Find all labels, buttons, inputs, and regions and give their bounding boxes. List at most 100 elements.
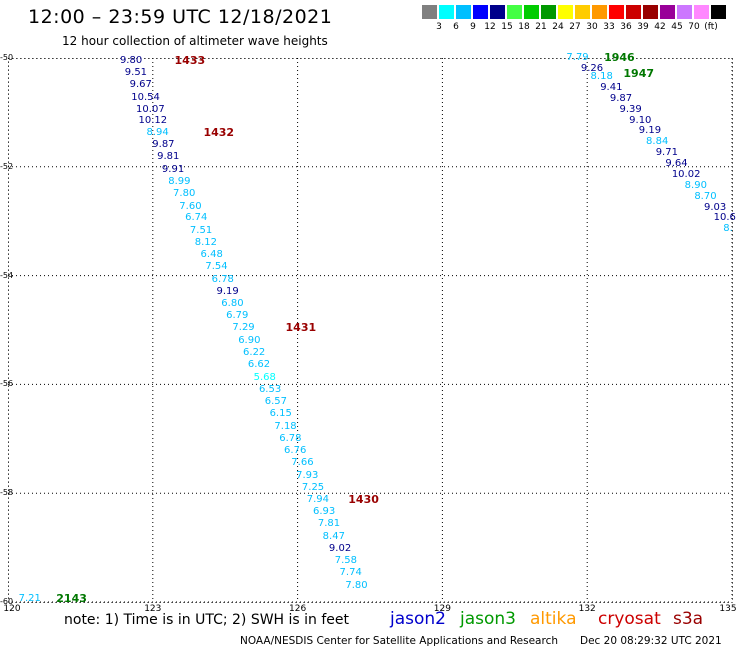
pass-time-label: 1946: [604, 51, 635, 64]
pass-time-label: 1432: [203, 126, 235, 140]
wave-height-value: 5.68: [253, 371, 276, 383]
wave-height-value: 7.80: [173, 188, 196, 199]
scale-label: 15: [501, 22, 513, 32]
scale-label: 30: [586, 22, 598, 32]
scale-swatch: [660, 5, 676, 19]
wave-height-value: 6.48: [200, 248, 223, 260]
wave-height-value: 7.25: [301, 481, 325, 493]
wave-height-value: 9.26: [580, 62, 604, 74]
latitude-label: -58: [0, 488, 14, 498]
scale-label: 6: [453, 22, 459, 32]
longitude-label: 123: [144, 604, 162, 614]
scale-label: 33: [603, 22, 615, 32]
wave-height-value: 10.12: [138, 114, 168, 126]
wave-height-value: 7.66: [291, 457, 314, 469]
scale-swatch: [558, 5, 574, 19]
scale-swatch: [575, 5, 591, 19]
wave-height-value: 9.03: [703, 201, 727, 213]
wave-height-value: 6.80: [221, 298, 244, 310]
scale-swatch: [507, 5, 523, 19]
scale-label: 21: [535, 22, 547, 32]
wave-height-value: 8.18: [590, 71, 613, 83]
wave-height-value: 8.12: [194, 236, 218, 248]
legend-altika: altika: [530, 609, 577, 629]
wave-height-map: [8, 58, 733, 603]
wave-height-value: 7.81: [317, 518, 341, 530]
wave-height-value: 10.07: [136, 103, 165, 115]
wave-height-value: 8.: [723, 223, 733, 235]
scale-swatch: [490, 5, 506, 19]
scale-label: 18: [518, 22, 530, 32]
wave-height-value: 6.78: [279, 432, 302, 444]
scale-swatch: [524, 5, 540, 19]
wave-height-value: 6.78: [211, 273, 234, 285]
wave-height-value: 10.02: [671, 168, 701, 180]
scale-swatch: [422, 5, 438, 19]
scale-label: 3: [436, 22, 442, 32]
legend-jason3: jason3: [460, 609, 516, 629]
scale-swatch: [711, 5, 727, 19]
wave-height-value: 7.18: [274, 420, 297, 432]
wave-height-value: 9.81: [157, 151, 180, 162]
scale-label: 70: [688, 22, 700, 32]
wave-height-value: 7.94: [306, 493, 329, 505]
scale-swatch: [677, 5, 693, 19]
latitude-label: -60: [0, 597, 14, 606]
wave-height-value: 6.93: [313, 506, 336, 518]
scale-label: (ft): [704, 22, 718, 32]
wave-height-value: 9.67: [129, 79, 152, 91]
legend-s3a: s3a: [673, 609, 704, 629]
wave-height-value: 6.90: [238, 334, 261, 346]
pass-time-label: 1433: [174, 53, 206, 67]
scale-label: 36: [620, 22, 632, 32]
wave-height-value: 7.79: [566, 52, 589, 63]
scale-swatch: [694, 5, 710, 19]
scale-label: 42: [654, 22, 666, 32]
wave-height-value: 6.79: [226, 310, 249, 322]
longitude-label: 135: [719, 604, 737, 614]
scale-swatch: [541, 5, 557, 19]
scale-swatch: [626, 5, 642, 19]
wave-height-value: 8.99: [168, 176, 191, 188]
wave-height-value: 9.51: [124, 67, 148, 79]
footer-note: note: 1) Time is in UTC; 2) SWH is in fe…: [64, 612, 350, 628]
wave-height-value: 10.6: [713, 212, 736, 224]
latitude-label: -54: [0, 270, 14, 280]
scale-label: 39: [637, 22, 649, 32]
pass-time-label: 1430: [348, 492, 379, 506]
wave-height-value: 6.74: [185, 212, 208, 224]
wave-height-value: 7.21: [18, 593, 41, 605]
map-subtitle: 12 hour collection of altimeter wave hei…: [62, 34, 328, 48]
wave-height-value: 7.51: [189, 224, 213, 236]
legend-jason2: jason2: [390, 609, 446, 629]
latitude-label: -56: [0, 379, 14, 389]
wave-height-value: 9.02: [328, 542, 352, 554]
scale-label: 27: [569, 22, 581, 32]
wave-height-value: 10.54: [131, 91, 160, 103]
wave-height-value: 9.80: [119, 54, 143, 66]
scale-label: 9: [470, 22, 476, 32]
scale-swatch: [609, 5, 625, 19]
scale-swatch: [643, 5, 659, 19]
wave-height-value: 7.58: [334, 555, 357, 567]
wave-height-value: 7.74: [339, 567, 362, 579]
generated-timestamp: Dec 20 08:29:32 UTC 2021: [580, 635, 722, 647]
map-frame: [8, 58, 733, 603]
pass-time-label: 1431: [285, 321, 317, 335]
wave-height-value: 6.15: [269, 408, 292, 420]
wave-height-value: 6.62: [247, 359, 271, 371]
scale-swatch: [592, 5, 608, 19]
wave-height-value: 6.22: [243, 347, 266, 359]
longitude-label: 132: [578, 604, 596, 614]
wave-height-value: 8.84: [646, 136, 669, 148]
wave-height-value: 6.76: [284, 444, 307, 456]
wave-height-value: 9.91: [161, 163, 185, 175]
wave-height-value: 7.93: [296, 469, 319, 481]
longitude-label: 120: [3, 604, 21, 614]
wave-height-value: 7.29: [232, 322, 255, 334]
latitude-label: -50: [0, 53, 14, 62]
wave-height-value: 9.19: [638, 125, 662, 137]
wave-height-value: 7.80: [345, 579, 368, 591]
wave-height-value: 6.57: [264, 396, 288, 408]
wave-height-value: 9.41: [600, 81, 623, 93]
